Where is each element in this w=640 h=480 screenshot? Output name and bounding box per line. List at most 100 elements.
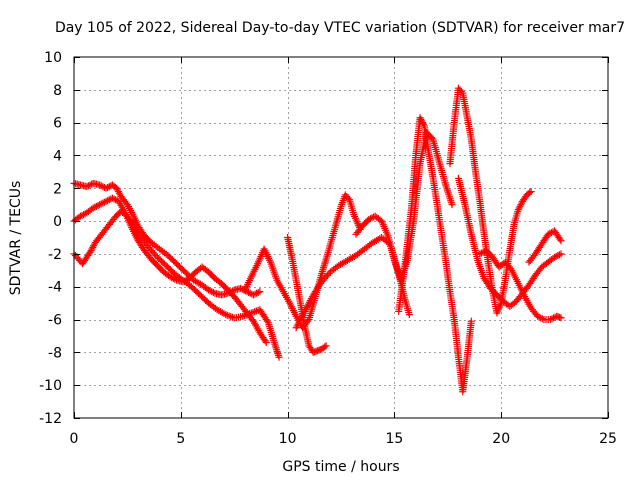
data-point [80, 211, 88, 219]
y-tick-label: -6 [48, 313, 62, 329]
data-point [114, 186, 122, 194]
data-point [517, 201, 525, 209]
data-point [94, 202, 102, 210]
data-point [457, 87, 465, 95]
data-point [104, 197, 112, 205]
data-point [546, 316, 554, 324]
x-axis-label: GPS time / hours [282, 459, 399, 475]
data-point [365, 215, 373, 223]
data-point [115, 189, 123, 197]
data-point [405, 311, 413, 319]
data-point [261, 337, 269, 345]
data-point [467, 317, 475, 325]
data-point [100, 198, 108, 206]
y-tick-label: 0 [53, 214, 62, 230]
data-point [253, 289, 261, 297]
data-point [96, 201, 104, 209]
data-point [321, 343, 329, 351]
data-point [208, 288, 216, 296]
data-point [557, 250, 565, 258]
x-tick-label: 5 [176, 431, 185, 447]
data-point [102, 197, 110, 205]
data-point [166, 273, 174, 281]
data-point [87, 247, 95, 255]
x-tick-label: 10 [279, 431, 297, 447]
data-point [220, 310, 228, 318]
data-point [344, 194, 352, 202]
data-point [242, 311, 250, 319]
axis-ticks: 0 5 10 15 20 25 -12 -10 -8 -6 -4 -2 0 2 4 6 8 10 [39, 50, 617, 447]
data-point [550, 314, 558, 322]
data-point [526, 189, 534, 197]
data-point [91, 203, 99, 211]
data-point [96, 181, 104, 189]
data-point [247, 309, 255, 317]
data-point [256, 288, 264, 296]
data-point [548, 315, 556, 323]
data-point [104, 183, 112, 191]
data-point [88, 245, 96, 253]
data-point [556, 235, 564, 243]
data-point [507, 265, 515, 273]
grid [74, 57, 608, 418]
data-point [78, 211, 86, 219]
data-point [554, 252, 562, 260]
data-point [275, 353, 283, 361]
data-point [246, 289, 254, 297]
y-tick-label: 6 [53, 116, 62, 132]
chart-title: Day 105 of 2022, Sidereal Day-to-day VTE… [55, 20, 625, 36]
data-point [169, 275, 177, 283]
y-tick-label: 2 [53, 181, 62, 197]
data-point [113, 184, 121, 192]
data-point [366, 215, 374, 223]
data-point [122, 199, 130, 207]
data-point [86, 181, 94, 189]
data-point [90, 242, 98, 250]
data-point [515, 204, 523, 212]
data-point [322, 342, 330, 350]
data-point [83, 183, 91, 191]
data-point [527, 188, 535, 196]
x-tick-label: 0 [70, 431, 79, 447]
data-point [102, 184, 110, 192]
data-point [99, 183, 107, 191]
data-point [418, 117, 426, 125]
data-point [262, 339, 270, 347]
data-point [114, 188, 122, 196]
data-point [206, 287, 214, 295]
data-point [251, 290, 259, 298]
data-point [419, 120, 427, 128]
data-point [168, 274, 176, 282]
y-tick-label: -12 [39, 411, 62, 427]
data-point [225, 312, 233, 320]
data-point [325, 270, 333, 278]
data-point [240, 312, 248, 320]
x-tick-label: 15 [385, 431, 403, 447]
data-point [248, 316, 256, 324]
data-point [108, 194, 116, 202]
data-point [535, 313, 543, 321]
y-tick-label: 4 [53, 148, 62, 164]
data-point [84, 182, 92, 190]
data-point [89, 204, 97, 212]
data-point [552, 252, 560, 260]
data-point [514, 206, 522, 214]
data-point [546, 229, 554, 237]
data-point [110, 195, 118, 203]
data-point [99, 199, 107, 207]
data-point [448, 201, 456, 209]
data-point [251, 308, 259, 316]
data-point [416, 114, 424, 122]
data-point [227, 313, 235, 321]
data-point [417, 115, 425, 123]
data-point [209, 288, 217, 296]
y-tick-label: 10 [44, 50, 62, 66]
x-tick-label: 25 [599, 431, 617, 447]
data-point [476, 250, 484, 258]
data-point [112, 196, 120, 204]
y-axis-label: SDTVAR / TECUs [8, 181, 24, 296]
data-point [249, 308, 257, 316]
data-point [551, 253, 559, 261]
data-point [244, 310, 252, 318]
